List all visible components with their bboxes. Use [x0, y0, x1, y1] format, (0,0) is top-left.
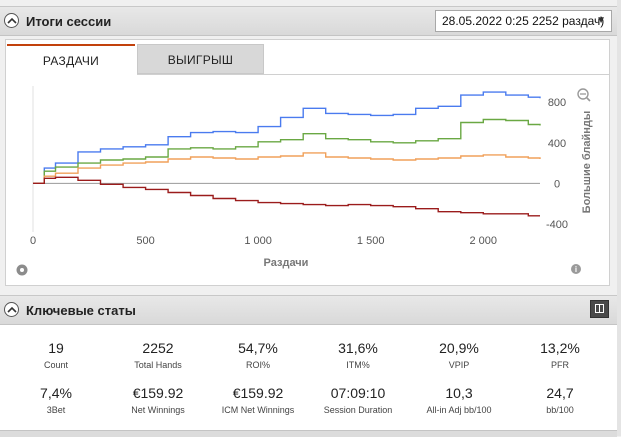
stat-value: 07:09:10	[330, 385, 386, 401]
stat-value: 20,9%	[439, 340, 479, 356]
x-tick-label: 1 500	[357, 235, 385, 247]
chevron-up-icon	[7, 306, 17, 313]
chart-panel	[5, 39, 610, 286]
series-line-2	[33, 152, 541, 184]
stat-bb100: 24,7 bb/100	[510, 385, 610, 415]
next-section-header	[0, 430, 617, 437]
series-line-3	[33, 176, 540, 217]
stat-vpip: 20,9% VPIP	[409, 340, 509, 370]
tab-winnings[interactable]: ВЫИГРЫШ	[137, 44, 264, 74]
stat-value: 10,3	[445, 385, 473, 401]
stat-value: €159.92	[132, 385, 184, 401]
stat-total-hands: 2252 Total Hands	[108, 340, 208, 370]
stat-label: Count	[43, 360, 69, 370]
stat-label: 3Bet	[46, 405, 66, 415]
stat-label: Session Duration	[323, 405, 393, 415]
stat-session-duration: 07:09:10 Session Duration	[308, 385, 408, 415]
x-axis-label: Раздачи	[264, 257, 309, 269]
tab-divider	[137, 74, 609, 75]
stat-label: ITM%	[346, 360, 370, 370]
svg-text:i: i	[575, 265, 577, 274]
columns-icon	[595, 304, 604, 313]
session-select[interactable]: 28.05.2022 0:25 2252 раздач) ▼	[435, 10, 612, 32]
y-tick-label: -400	[546, 219, 568, 231]
stat-3bet: 7,4% 3Bet	[6, 385, 106, 415]
collapse-session-button[interactable]	[4, 13, 19, 28]
stat-label: All-in Adj bb/100	[426, 405, 492, 415]
session-summary-header: Итоги сессии 28.05.2022 0:25 2252 раздач…	[0, 6, 617, 36]
y-tick-label: 0	[554, 178, 560, 190]
stat-value: 13,2%	[540, 340, 580, 356]
stat-allin-adj: 10,3 All-in Adj bb/100	[409, 385, 509, 415]
stat-label: ICM Net Winnings	[221, 405, 295, 415]
chevron-up-icon	[7, 17, 17, 24]
stat-label: ROI%	[245, 360, 270, 370]
x-tick-label: 500	[136, 235, 154, 247]
y-tick-label: 400	[548, 138, 566, 150]
stat-value: 54,7%	[238, 340, 278, 356]
stat-value: 31,6%	[338, 340, 378, 356]
stat-value: 19	[48, 340, 64, 356]
stat-value: 2252	[142, 340, 174, 356]
y-axis-label: Большие блайнды	[581, 111, 593, 214]
x-tick-label: 0	[30, 235, 36, 247]
session-select-value: 28.05.2022 0:25 2252 раздач)	[442, 14, 605, 28]
stat-label: Total Hands	[134, 360, 182, 370]
key-stats-panel: 19 Count 2252 Total Hands 54,7% ROI% 31,6% I…	[0, 325, 617, 430]
stat-value: 7,4%	[40, 385, 72, 401]
x-tick-label: 1 000	[244, 235, 272, 247]
zoom-out-icon[interactable]	[577, 88, 591, 102]
stat-value: 24,7	[546, 385, 574, 401]
x-tick-label: 2 000	[470, 235, 498, 247]
stat-roi: 54,7% ROI%	[208, 340, 308, 370]
stat-label: bb/100	[546, 405, 574, 415]
tab-hands[interactable]: РАЗДАЧИ	[7, 44, 135, 74]
series-line-1	[33, 118, 541, 184]
stat-label: VPIP	[448, 360, 470, 370]
y-tick-label: 800	[548, 97, 566, 109]
chevron-down-icon: ▼	[596, 15, 606, 26]
gear-icon[interactable]	[16, 264, 28, 276]
series-line-0	[33, 91, 541, 184]
stat-icm-net-winnings: €159.92 ICM Net Winnings	[208, 385, 308, 415]
stat-pfr: 13,2% PFR	[510, 340, 610, 370]
stat-count: 19 Count	[6, 340, 106, 370]
info-icon[interactable]: i	[571, 264, 581, 274]
key-stats-title: Ключевые статы	[26, 303, 136, 318]
session-summary-title: Итоги сессии	[26, 14, 112, 29]
stat-itm: 31,6% ITM%	[308, 340, 408, 370]
key-stats-header: Ключевые статы	[0, 295, 617, 325]
stat-net-winnings: €159.92 Net Winnings	[108, 385, 208, 415]
stat-value: €159.92	[232, 385, 284, 401]
collapse-key-stats-button[interactable]	[4, 302, 19, 317]
stat-label: PFR	[551, 360, 569, 370]
stat-label: Net Winnings	[131, 405, 185, 415]
layout-toggle-button[interactable]	[590, 300, 609, 318]
window-right-edge	[617, 0, 621, 436]
